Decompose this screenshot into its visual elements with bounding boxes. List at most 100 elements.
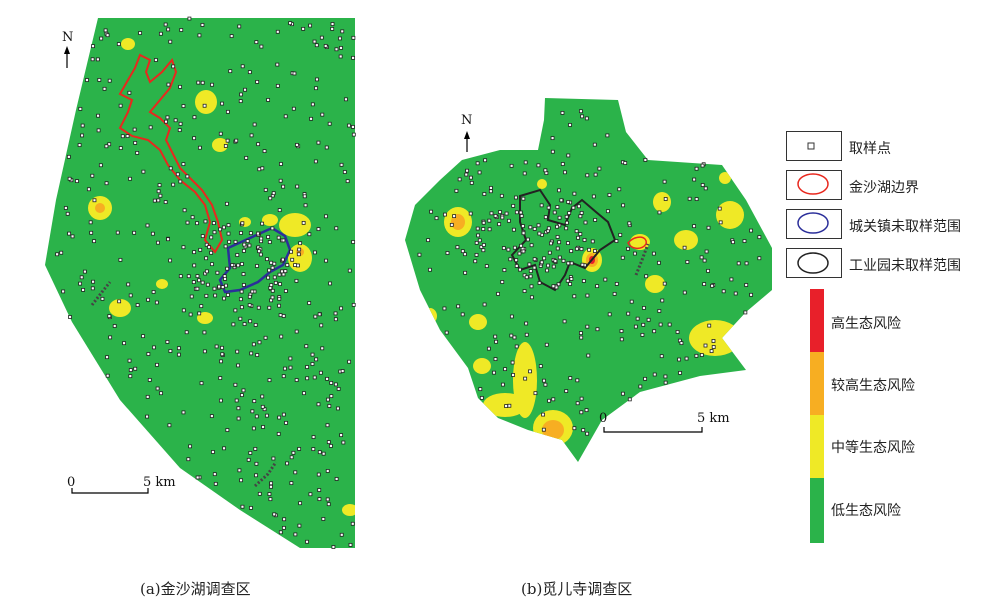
sample-point [627, 397, 632, 402]
sample-point [184, 330, 189, 335]
sample-point [212, 472, 217, 477]
scale-start-b: 0 [599, 411, 608, 426]
sample-point [456, 304, 461, 309]
sample-point [567, 211, 572, 215]
sample-point [557, 215, 562, 220]
sample-point [127, 90, 132, 95]
sample-point [295, 143, 299, 147]
sample-point [552, 210, 557, 215]
sample-point [576, 235, 580, 240]
sample-point [524, 321, 529, 326]
sample-point [195, 274, 200, 279]
sample-point [218, 376, 223, 380]
jinshahu-boundary [118, 53, 224, 254]
sample-point [254, 461, 259, 466]
sample-point [270, 265, 275, 270]
sample-point [498, 210, 502, 214]
sample-point [81, 288, 85, 292]
risk-high-swatch [810, 289, 824, 352]
sample-point [209, 414, 214, 418]
sample-point [97, 78, 102, 82]
sample-point [197, 311, 202, 316]
sample-point [198, 145, 202, 150]
sample-point [88, 220, 93, 225]
sample-point [239, 289, 244, 294]
sample-point [209, 235, 214, 240]
sample-point [514, 210, 519, 215]
sample-point [253, 447, 258, 451]
sample-point [118, 257, 123, 262]
sample-point [605, 133, 610, 138]
sample-point [339, 162, 344, 167]
sample-point [307, 232, 312, 237]
sample-point [221, 225, 226, 230]
sample-point [281, 238, 286, 243]
sample-point [694, 353, 699, 358]
sample-point [155, 386, 160, 391]
sample-point [217, 284, 221, 289]
sample-point [500, 215, 505, 220]
sample-point [493, 357, 498, 361]
sample-point [514, 344, 519, 349]
sample-point [104, 181, 109, 186]
sample-point [551, 284, 556, 289]
sample-point [178, 84, 182, 89]
sample-point [79, 275, 84, 280]
sample-point [585, 431, 590, 436]
sample-point [228, 69, 233, 74]
sample-point [177, 352, 181, 357]
sample-point [78, 281, 82, 286]
sample-point [474, 253, 479, 257]
sample-point [463, 270, 468, 275]
sample-point [536, 223, 541, 228]
sample-point [428, 267, 432, 272]
sample-point [317, 312, 322, 317]
sample-point [244, 156, 249, 160]
sample-point [641, 322, 646, 327]
legend-label: 金沙湖边界 [849, 180, 919, 196]
sample-point [171, 64, 176, 69]
sample-point [329, 381, 334, 385]
sample-point [509, 333, 514, 338]
sample-point [265, 413, 269, 418]
legend-box [786, 209, 842, 239]
sample-point [197, 278, 201, 283]
sample-point [493, 214, 498, 218]
sample-point [291, 450, 296, 455]
sample-point [545, 268, 549, 273]
sample-point [497, 222, 502, 227]
sample-point [643, 158, 648, 162]
sample-point [199, 381, 204, 386]
sample-point [166, 237, 170, 242]
sample-point [75, 179, 79, 183]
sample-point [329, 444, 333, 448]
sample-point [158, 31, 163, 36]
sample-point [521, 196, 526, 201]
sample-point [566, 261, 571, 266]
sample-point [494, 339, 498, 344]
sample-point [255, 80, 260, 84]
sample-point [209, 250, 214, 255]
sample-point [584, 116, 589, 121]
sample-point [141, 334, 145, 339]
sample-point [252, 399, 257, 404]
sample-point [105, 373, 110, 378]
sample-point [256, 245, 261, 250]
sample-point [537, 281, 542, 285]
sample-point [731, 240, 735, 245]
sample-point [269, 298, 274, 303]
sample-point [509, 314, 514, 319]
sample-point [225, 428, 230, 432]
sample-point [699, 353, 704, 357]
sample-point [257, 249, 261, 254]
sample-point [128, 374, 133, 379]
sample-point [329, 394, 334, 399]
sample-point [702, 282, 707, 287]
sample-point [225, 138, 230, 143]
sample-point [248, 319, 253, 324]
sample-point [178, 179, 183, 184]
sample-point [186, 457, 191, 462]
sample-point [700, 183, 705, 187]
sample-point [547, 250, 552, 255]
sample-point [583, 220, 588, 225]
